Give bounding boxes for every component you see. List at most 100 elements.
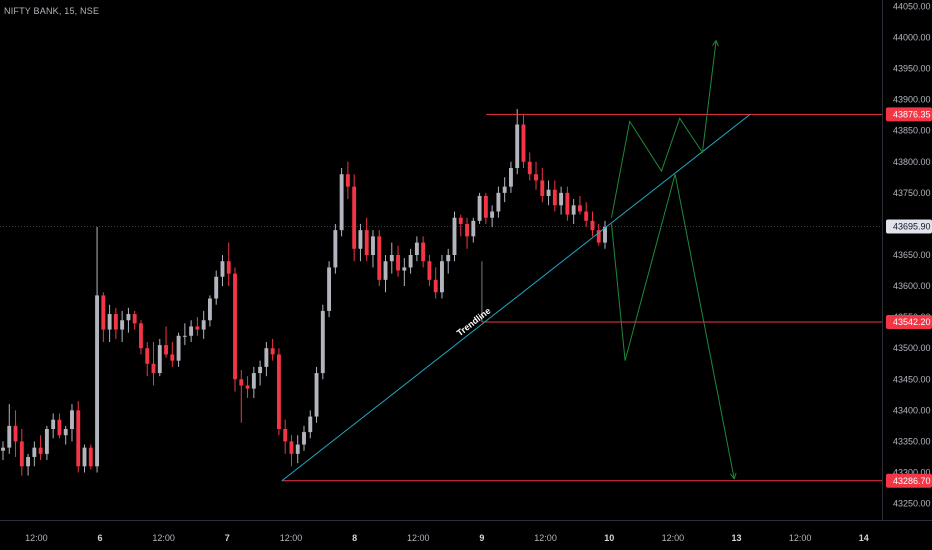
candle-body [333, 230, 338, 268]
projection-path-down [611, 174, 735, 479]
level-price-text: 43286.70 [893, 476, 931, 486]
candle-body [534, 174, 538, 181]
candle-body [559, 192, 564, 206]
current-price-badge [886, 219, 932, 234]
candle-body [233, 273, 237, 380]
candle-body [402, 267, 407, 271]
time-tick-label: 13 [732, 533, 742, 543]
candle-body [245, 385, 250, 389]
time-tick-label: 10 [604, 533, 614, 543]
candle-body [157, 345, 162, 374]
current-price-text: 43695.90 [893, 221, 931, 231]
level-price-text: 43542.20 [893, 317, 931, 327]
candle-body [176, 335, 181, 361]
candle-body [226, 261, 231, 274]
candle-body [44, 429, 49, 454]
candle-body [107, 314, 112, 330]
candle-body [603, 227, 607, 243]
level-price-text: 43876.35 [893, 109, 931, 119]
candle-body [63, 429, 68, 436]
symbol-label: NIFTY BANK, 15, NSE [4, 6, 100, 16]
candle-body [270, 348, 275, 355]
candle-body [446, 255, 451, 262]
time-tick-label: 9 [479, 533, 484, 543]
candle-body [377, 236, 382, 280]
candle-body [427, 261, 432, 280]
candle-body [113, 314, 118, 330]
candle-body [201, 320, 206, 330]
candle-body [383, 261, 388, 280]
candle-body [264, 348, 269, 367]
time-tick-label: 12:00 [662, 533, 685, 543]
candle-body [7, 425, 12, 448]
candle-body [515, 124, 520, 168]
candle-body [471, 220, 476, 237]
candle-body [70, 410, 74, 429]
price-tick-label: 44000.00 [893, 33, 931, 43]
candle-body [151, 363, 156, 374]
time-tick-label: 8 [352, 533, 357, 543]
candle-body [76, 410, 81, 467]
price-tick-label: 43900.00 [893, 95, 931, 105]
candle-body [145, 348, 150, 364]
trendline [281, 113, 751, 482]
candle-body [452, 217, 457, 255]
candle-body [389, 255, 394, 262]
candle-body [421, 242, 426, 262]
candle-body [577, 205, 582, 212]
candle-body [364, 230, 369, 255]
price-tick-label: 43950.00 [893, 64, 931, 74]
candle-body [352, 186, 357, 249]
candle-body [465, 223, 469, 237]
candle-body [308, 416, 313, 433]
projection-arrow-down [730, 472, 737, 480]
candle-body [521, 124, 526, 162]
candle-body [120, 320, 125, 330]
candle-body [32, 447, 37, 457]
candle-body [289, 441, 294, 454]
candle-body [88, 447, 93, 467]
time-tick-label: 7 [225, 533, 230, 543]
time-tick-label: 12:00 [789, 533, 812, 543]
candle-body [502, 186, 507, 193]
candle-body [358, 230, 363, 249]
candle-body [13, 425, 18, 442]
candle-body [220, 261, 225, 277]
price-tick-label: 43300.00 [893, 468, 931, 478]
candle-body [490, 211, 495, 218]
candle-body [239, 379, 244, 386]
time-tick-label: 12:00 [152, 533, 175, 543]
candle-body [552, 189, 557, 206]
candle-body [408, 255, 413, 268]
price-tick-label: 44050.00 [893, 1, 931, 11]
time-tick-label: 12:00 [534, 533, 557, 543]
candle-body [433, 279, 438, 293]
candle-body [320, 310, 325, 374]
candle-body [164, 345, 168, 355]
candle-body [214, 276, 219, 299]
candle-body [101, 295, 106, 330]
candle-body [195, 326, 200, 330]
candle-body [565, 192, 570, 215]
candle-body [19, 441, 24, 467]
time-tick-label: 6 [98, 533, 103, 543]
candle-body [276, 354, 281, 429]
candle-body [51, 419, 56, 429]
price-tick-label: 43450.00 [893, 374, 931, 384]
time-tick-label: 12:00 [407, 533, 430, 543]
candle-body [590, 220, 595, 231]
projection-path-up [611, 40, 717, 218]
price-tick-label: 43400.00 [893, 405, 931, 415]
candle-body [584, 211, 589, 221]
price-tick-label: 43650.00 [893, 250, 931, 260]
candle-body [170, 354, 175, 361]
candle-body [295, 444, 300, 454]
candle-body [508, 168, 513, 187]
candle-body [26, 456, 31, 467]
candle-body [95, 295, 100, 467]
candle-body [345, 174, 350, 187]
price-tick-label: 43500.00 [893, 343, 931, 353]
